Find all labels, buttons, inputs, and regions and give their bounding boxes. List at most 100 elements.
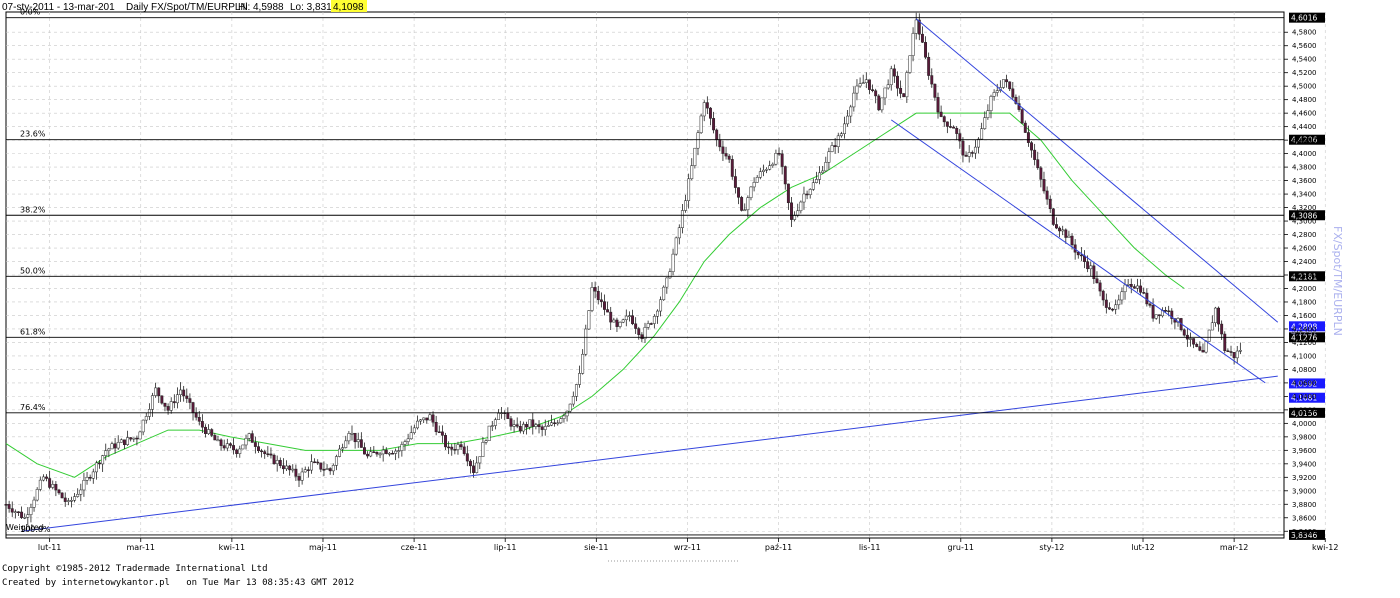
y-tick-label: 3,9600 [1292, 447, 1317, 455]
candle-body [440, 431, 444, 436]
candle-body [281, 465, 285, 470]
candle-body [32, 499, 36, 508]
candle-body [1104, 299, 1108, 308]
candle-body [618, 321, 622, 327]
y-tick-label: 4,0400 [1292, 393, 1317, 401]
candle-body [709, 107, 712, 119]
candle-body [758, 171, 762, 178]
fib-price-tag-label: 4,0156 [1291, 409, 1317, 418]
candle-body [341, 447, 345, 450]
x-tick-label: lis-11 [859, 543, 881, 552]
candle-body [721, 146, 725, 154]
candle-body [235, 449, 239, 454]
candle-body [643, 327, 647, 340]
candle-body [765, 169, 769, 171]
trendline [915, 18, 1279, 323]
candle-body [1058, 227, 1062, 232]
candle-body [484, 440, 488, 443]
candle-body [1014, 96, 1018, 104]
candle-body [1198, 346, 1202, 351]
candle-body [512, 424, 516, 427]
candle-body [397, 450, 401, 452]
candle-body [1117, 299, 1121, 306]
candle-body [506, 412, 510, 419]
candle-body [285, 465, 288, 470]
candle-body [1008, 81, 1012, 90]
candle-body [241, 444, 245, 450]
candle-body [559, 418, 563, 424]
candle-body [381, 449, 385, 455]
candle-body [487, 425, 491, 441]
last-price-highlight [331, 0, 367, 12]
candle-body [740, 197, 744, 211]
y-tick-label: 3,9200 [1292, 474, 1317, 482]
candle-body [228, 443, 232, 446]
candle-body [656, 310, 659, 317]
candle-body [384, 449, 388, 454]
candle-body [715, 129, 719, 140]
candle-body [927, 56, 931, 76]
candle-body [45, 476, 48, 479]
candle-body [696, 132, 700, 149]
y-tick-label: 3,9400 [1292, 460, 1317, 468]
candle-body [581, 353, 585, 374]
candle-body [244, 438, 248, 446]
candle-body [303, 469, 307, 473]
candle-body [911, 33, 915, 56]
candle-body [543, 426, 547, 430]
candle-body [1204, 341, 1208, 353]
candle-body [472, 465, 476, 473]
candle-body [425, 417, 429, 421]
faded-price-tag-label: 4,1297 [1291, 328, 1317, 337]
candles-layer [4, 12, 1242, 526]
candle-body [727, 155, 731, 160]
candle-body [777, 153, 781, 155]
candle-body [253, 442, 257, 447]
candle-body [110, 443, 114, 450]
candle-body [724, 153, 728, 157]
candle-body [154, 387, 158, 396]
candle-body [73, 496, 77, 501]
candle-body [422, 417, 426, 421]
y-tick-label: 4,1800 [1292, 298, 1317, 306]
candle-body [1070, 235, 1074, 246]
candle-body [680, 210, 684, 228]
side-instrument-label: FX/Spot/TM/EURPLN [1331, 226, 1344, 336]
fib-price-tag [1289, 271, 1325, 282]
candle-body [864, 79, 868, 83]
candle-body [609, 311, 613, 323]
candle-body [1151, 305, 1155, 319]
candle-body [129, 437, 133, 440]
blue-price-tag [1289, 378, 1325, 389]
x-tick-label: wrz-11 [674, 543, 701, 552]
candle-body [534, 424, 538, 427]
candle-body [646, 323, 650, 328]
candle-body [1182, 329, 1186, 336]
header-low: Lo: 3,831‹ [290, 2, 335, 13]
candle-body [306, 469, 310, 471]
candle-body [964, 154, 968, 157]
candle-body [210, 429, 214, 436]
y-tick-label: 4,1400 [1292, 325, 1317, 333]
candle-body [7, 504, 11, 509]
y-tick-label: 4,5200 [1292, 69, 1317, 77]
candle-body [649, 323, 653, 325]
candle-body [1170, 310, 1174, 319]
candle-body [35, 489, 39, 501]
candle-body [596, 290, 600, 301]
candle-body [899, 87, 903, 94]
candle-body [565, 410, 569, 417]
y-tick-label: 4,4600 [1292, 110, 1317, 118]
candle-body [1201, 350, 1205, 353]
candle-body [219, 439, 223, 446]
candle-body [599, 299, 603, 302]
x-tick-label: maj-11 [309, 543, 337, 552]
candle-body [57, 489, 61, 494]
fib-label: 100.0% [20, 525, 51, 534]
candle-body [91, 471, 95, 479]
candle-body [774, 153, 778, 165]
candle-body [359, 439, 363, 448]
candle-body [805, 193, 809, 196]
candle-body [291, 468, 295, 471]
candle-body [961, 140, 965, 156]
